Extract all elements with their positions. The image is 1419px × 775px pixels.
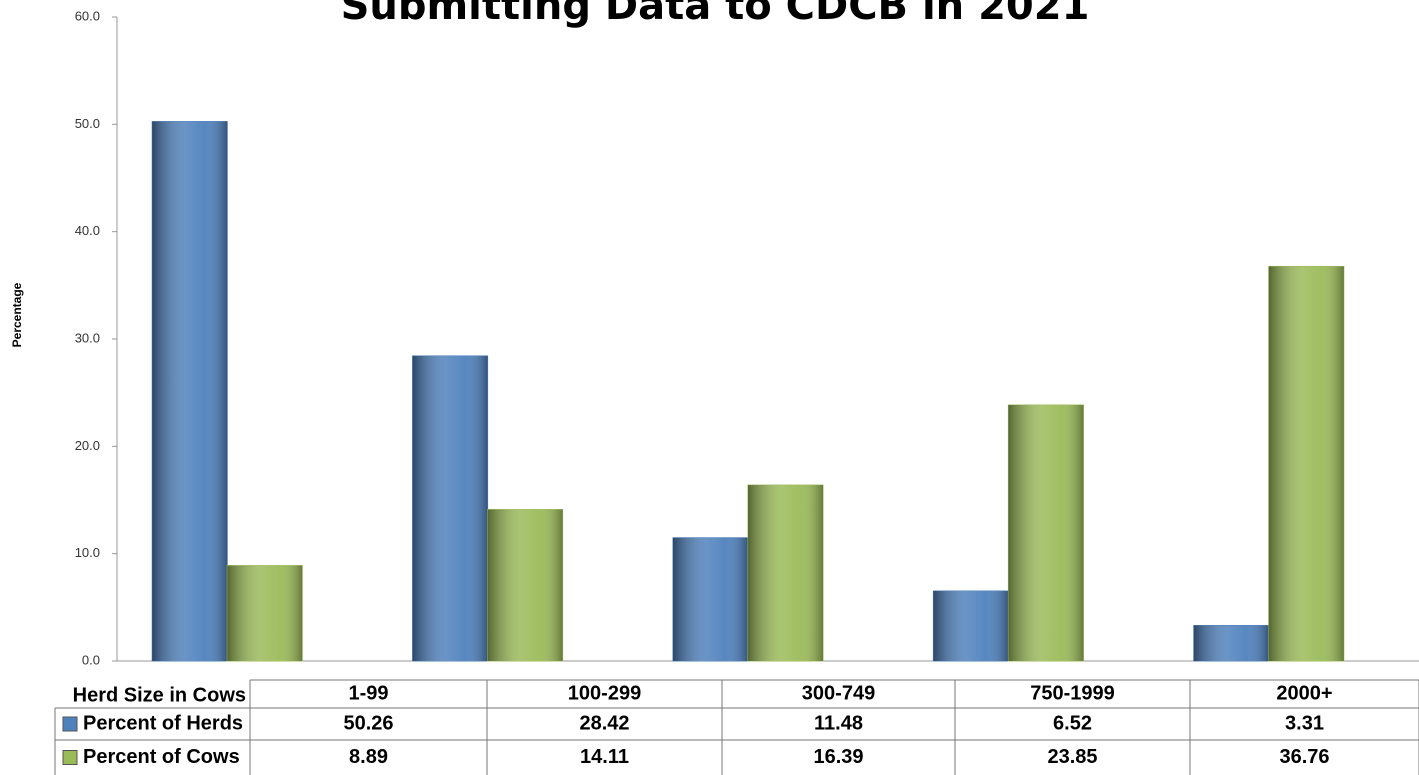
- table-value: 14.11: [580, 746, 629, 768]
- x-tick-label: 750-1999: [1030, 682, 1115, 704]
- table-header: Herd Size in Cows: [73, 684, 246, 706]
- legend-label: Percent of Herds: [83, 712, 243, 734]
- bar-shade: [227, 565, 303, 661]
- bar-shade: [487, 509, 563, 661]
- chart-title: Submitting Data to CDCB in 2021: [341, 0, 1090, 29]
- table-value: 50.26: [343, 712, 393, 734]
- y-tick-label: 10.0: [75, 545, 100, 560]
- bar-shade: [933, 591, 1009, 661]
- y-tick-label: 40.0: [75, 223, 100, 238]
- bar-shade: [673, 537, 748, 661]
- legend-label: Percent of Cows: [83, 746, 240, 768]
- y-tick-label: 20.0: [75, 438, 100, 453]
- bar-shade: [1268, 266, 1344, 661]
- bar-shade: [412, 355, 488, 661]
- bar-shade: [1193, 625, 1269, 661]
- y-tick-label: 50.0: [75, 116, 100, 131]
- x-tick-label: 1-99: [348, 682, 388, 704]
- bar-shade: [1008, 405, 1084, 661]
- table-value: 6.52: [1053, 712, 1092, 734]
- bar-shade: [152, 121, 228, 661]
- table-value: 36.76: [1279, 746, 1329, 768]
- x-tick-label: 2000+: [1276, 682, 1332, 704]
- x-tick-label: 100-299: [568, 682, 641, 704]
- legend-key: [62, 750, 78, 765]
- table-value: 3.31: [1285, 712, 1324, 734]
- table-value: 23.85: [1047, 746, 1097, 768]
- bar-shade: [748, 485, 823, 661]
- y-tick-label: 60.0: [75, 8, 100, 23]
- y-axis-label: Percentage: [10, 282, 24, 347]
- legend-key: [62, 716, 78, 732]
- table-value: 8.89: [349, 746, 388, 768]
- y-tick-label: 0.0: [82, 652, 100, 667]
- x-tick-label: 300-749: [802, 682, 875, 704]
- table-value: 11.48: [814, 712, 863, 734]
- y-tick-label: 30.0: [75, 330, 100, 345]
- table-value: 28.42: [579, 712, 629, 734]
- table-value: 16.39: [813, 746, 863, 768]
